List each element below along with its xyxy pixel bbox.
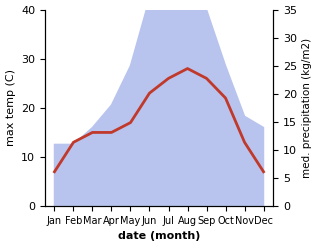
- Y-axis label: med. precipitation (kg/m2): med. precipitation (kg/m2): [302, 38, 313, 178]
- X-axis label: date (month): date (month): [118, 231, 200, 242]
- Y-axis label: max temp (C): max temp (C): [5, 69, 16, 146]
